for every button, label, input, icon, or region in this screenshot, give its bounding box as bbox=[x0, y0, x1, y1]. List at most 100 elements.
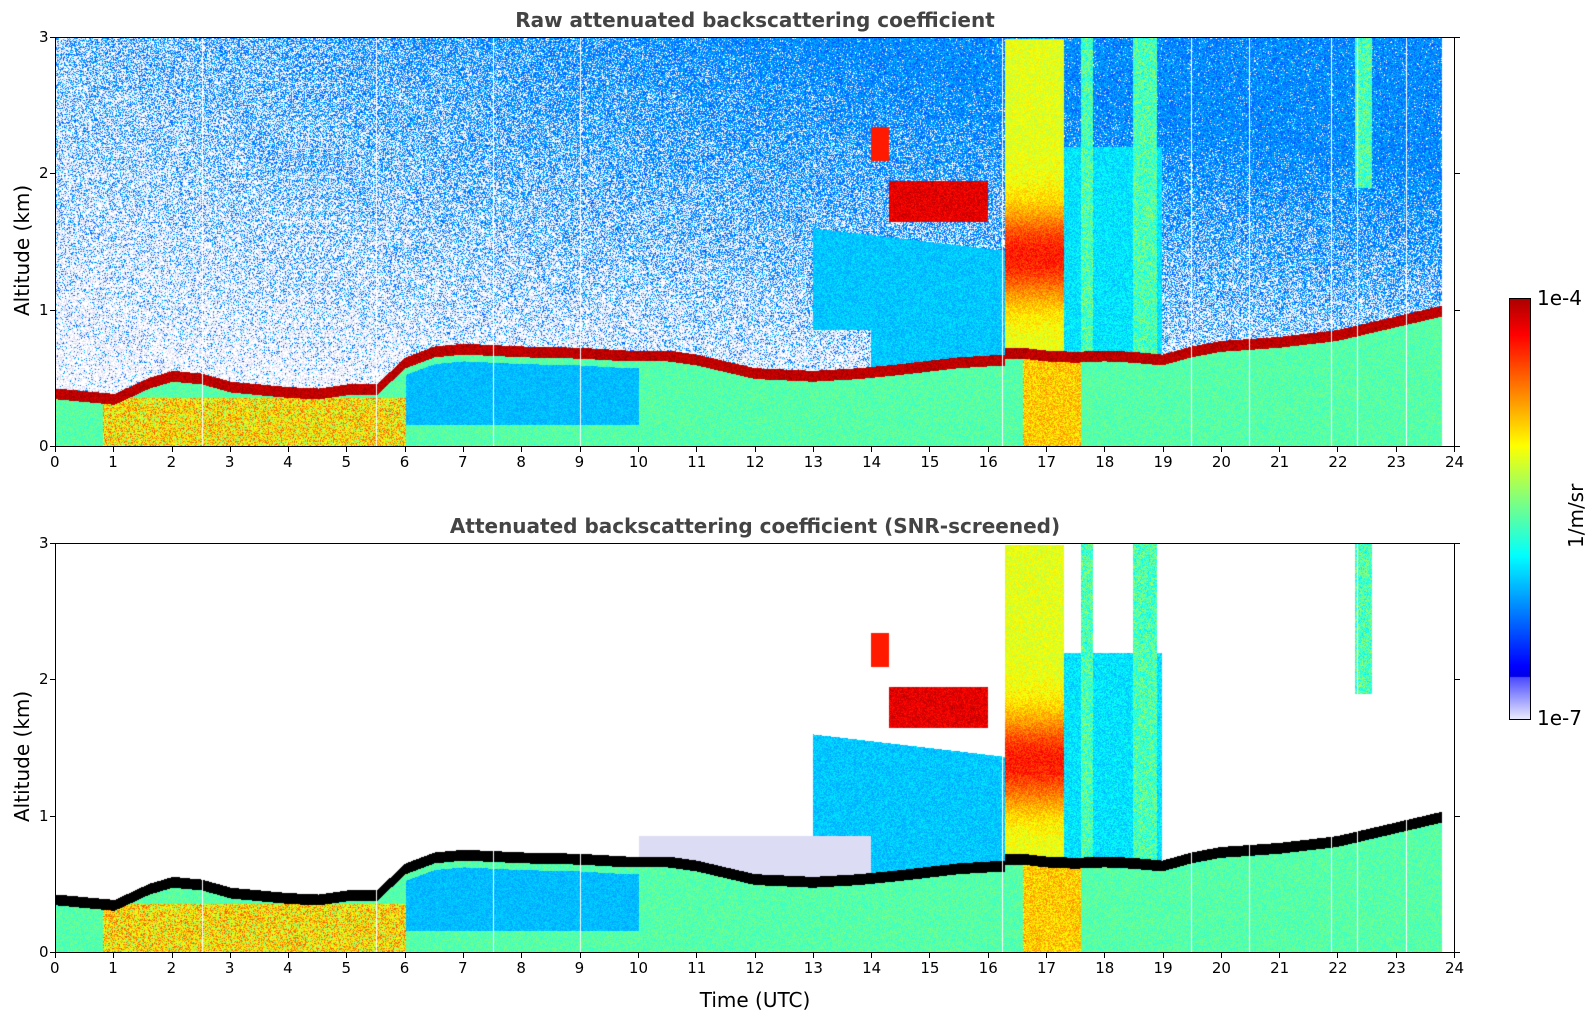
top-y-axis-label: Altitude (km) bbox=[10, 185, 34, 316]
x-tick-label: 20 bbox=[1212, 959, 1231, 977]
x-tick bbox=[288, 953, 289, 958]
x-tick-label: 18 bbox=[1095, 959, 1114, 977]
x-tick bbox=[988, 447, 989, 452]
x-tick-label: 2 bbox=[167, 959, 177, 977]
x-tick bbox=[1163, 953, 1164, 958]
x-tick-label: 20 bbox=[1212, 453, 1231, 471]
x-tick-label: 17 bbox=[1037, 959, 1056, 977]
x-tick-label: 22 bbox=[1328, 959, 1347, 977]
y-tick-label: 3 bbox=[39, 534, 49, 552]
x-tick bbox=[638, 953, 639, 958]
x-tick-label: 11 bbox=[687, 453, 706, 471]
y-tick-label: 2 bbox=[39, 670, 49, 688]
x-tick-label: 23 bbox=[1387, 959, 1406, 977]
x-tick-label: 9 bbox=[575, 959, 585, 977]
x-tick bbox=[1454, 953, 1455, 958]
x-tick-label: 12 bbox=[746, 959, 765, 977]
y-tick-label: 2 bbox=[39, 164, 49, 182]
x-tick-label: 0 bbox=[50, 959, 60, 977]
x-tick-label: 14 bbox=[862, 959, 881, 977]
x-tick bbox=[113, 447, 114, 452]
x-tick-label: 8 bbox=[516, 959, 526, 977]
y-tick-right bbox=[1455, 952, 1460, 953]
x-tick bbox=[55, 447, 56, 452]
x-tick bbox=[230, 447, 231, 452]
x-tick bbox=[696, 953, 697, 958]
x-tick-label: 4 bbox=[283, 959, 293, 977]
x-tick-label: 4 bbox=[283, 453, 293, 471]
x-tick bbox=[521, 447, 522, 452]
x-tick bbox=[1163, 447, 1164, 452]
x-tick bbox=[755, 447, 756, 452]
x-tick-label: 11 bbox=[687, 959, 706, 977]
top-heatmap-canvas bbox=[56, 38, 1454, 446]
x-tick-label: 16 bbox=[979, 453, 998, 471]
x-tick-label: 9 bbox=[575, 453, 585, 471]
x-tick-label: 15 bbox=[920, 453, 939, 471]
bottom-panel-title: Attenuated backscattering coefficient (S… bbox=[55, 514, 1455, 538]
x-tick-label: 7 bbox=[458, 453, 468, 471]
x-tick bbox=[1337, 447, 1338, 452]
x-tick bbox=[172, 953, 173, 958]
x-tick bbox=[463, 953, 464, 958]
x-tick-label: 21 bbox=[1270, 453, 1289, 471]
bottom-heatmap-canvas bbox=[56, 544, 1454, 952]
x-tick-label: 18 bbox=[1095, 453, 1114, 471]
y-tick-right bbox=[1455, 543, 1460, 544]
x-tick bbox=[813, 447, 814, 452]
x-tick bbox=[755, 953, 756, 958]
x-tick bbox=[929, 953, 930, 958]
colorbar-max-label: 1e-4 bbox=[1537, 286, 1582, 310]
x-tick bbox=[988, 953, 989, 958]
y-tick-right bbox=[1455, 37, 1460, 38]
x-tick-label: 19 bbox=[1154, 959, 1173, 977]
x-axis-label: Time (UTC) bbox=[55, 988, 1455, 1012]
x-tick-label: 1 bbox=[108, 959, 118, 977]
x-tick bbox=[1454, 447, 1455, 452]
x-tick-label: 3 bbox=[225, 959, 235, 977]
x-tick bbox=[1279, 953, 1280, 958]
x-tick bbox=[1104, 447, 1105, 452]
x-tick bbox=[230, 953, 231, 958]
x-tick-label: 6 bbox=[400, 453, 410, 471]
x-tick bbox=[580, 953, 581, 958]
y-tick-label: 0 bbox=[39, 943, 49, 961]
x-tick bbox=[1104, 953, 1105, 958]
colorbar bbox=[1509, 298, 1531, 720]
y-tick bbox=[50, 543, 55, 544]
x-tick-label: 23 bbox=[1387, 453, 1406, 471]
top-panel-title: Raw attenuated backscattering coefficien… bbox=[55, 8, 1455, 32]
x-tick-label: 24 bbox=[1445, 959, 1464, 977]
x-tick-label: 12 bbox=[746, 453, 765, 471]
x-tick-label: 5 bbox=[341, 959, 351, 977]
x-tick-label: 7 bbox=[458, 959, 468, 977]
x-tick bbox=[405, 447, 406, 452]
y-tick-right bbox=[1455, 679, 1460, 680]
x-tick-label: 13 bbox=[804, 959, 823, 977]
x-tick bbox=[929, 447, 930, 452]
y-tick-right bbox=[1455, 173, 1460, 174]
x-tick-label: 5 bbox=[341, 453, 351, 471]
top-heatmap-plot bbox=[55, 37, 1455, 447]
y-tick bbox=[50, 816, 55, 817]
y-tick-label: 1 bbox=[39, 807, 49, 825]
y-tick bbox=[50, 446, 55, 447]
x-tick-label: 15 bbox=[920, 959, 939, 977]
y-tick-label: 1 bbox=[39, 301, 49, 319]
colorbar-unit-label: 1/m/sr bbox=[1564, 484, 1588, 548]
x-tick-label: 19 bbox=[1154, 453, 1173, 471]
x-tick bbox=[405, 953, 406, 958]
x-tick bbox=[696, 447, 697, 452]
colorbar-min-label: 1e-7 bbox=[1537, 706, 1582, 730]
y-tick bbox=[50, 37, 55, 38]
y-tick-label: 0 bbox=[39, 437, 49, 455]
y-tick bbox=[50, 952, 55, 953]
x-tick-label: 13 bbox=[804, 453, 823, 471]
bottom-heatmap-plot bbox=[55, 543, 1455, 953]
y-tick bbox=[50, 173, 55, 174]
x-tick-label: 10 bbox=[629, 959, 648, 977]
x-tick bbox=[346, 953, 347, 958]
x-tick bbox=[1337, 953, 1338, 958]
x-tick bbox=[1221, 953, 1222, 958]
x-tick bbox=[521, 953, 522, 958]
